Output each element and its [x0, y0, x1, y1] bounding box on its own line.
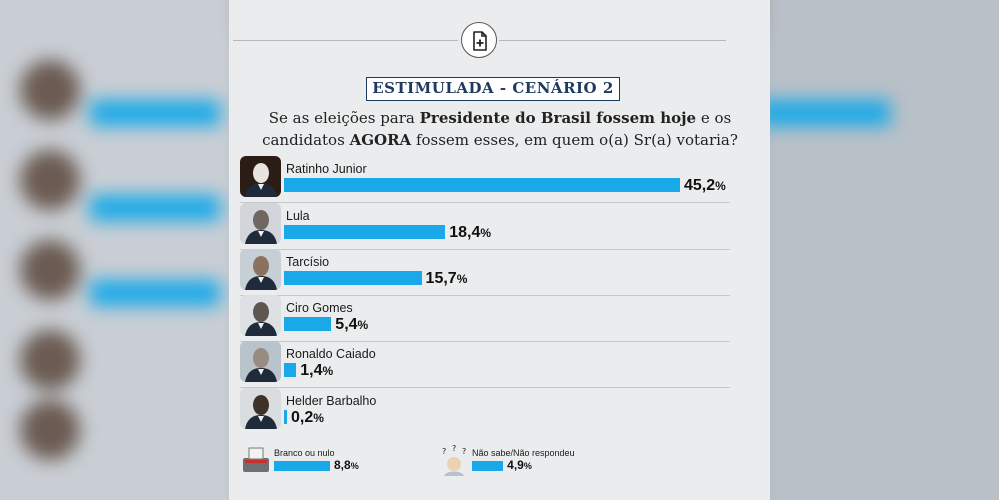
candidate-row: Ronaldo Caiado 1,4% — [0, 341, 999, 388]
candidate-row: Ciro Gomes 5,4% — [0, 295, 999, 342]
other-answer-row: ??? Não sabe/Não respondeu 4,9% — [438, 444, 598, 484]
vote-bar — [284, 410, 287, 424]
candidate-photo — [240, 295, 281, 336]
candidate-name: Ronaldo Caiado — [286, 347, 376, 361]
candidate-photo — [240, 341, 281, 382]
answer-label: Não sabe/Não respondeu — [472, 448, 575, 458]
candidate-row: Ratinho Junior 45,2% — [0, 156, 999, 203]
vote-percentage: 0,2% — [291, 409, 324, 426]
vote-bar — [284, 225, 446, 239]
row-divider — [240, 202, 730, 203]
ballot-box-icon — [240, 444, 272, 476]
vote-bar — [274, 461, 330, 471]
row-divider — [240, 295, 730, 296]
candidate-photo — [240, 388, 281, 429]
survey-question: Se as eleições para Presidente do Brasil… — [262, 109, 738, 149]
candidate-row: Lula 18,4% — [0, 203, 999, 250]
vote-percentage: 18,4% — [449, 224, 492, 241]
vote-bar — [472, 461, 504, 471]
candidate-name: Helder Barbalho — [286, 394, 377, 408]
vote-bar — [284, 363, 297, 377]
divider-right — [499, 40, 726, 41]
answer-label: Branco ou nulo — [274, 448, 335, 458]
candidate-photo — [240, 156, 281, 197]
svg-text:?: ? — [442, 447, 446, 456]
add-document-button[interactable] — [461, 22, 497, 58]
candidate-photo — [240, 249, 281, 290]
candidate-name: Ciro Gomes — [286, 301, 353, 315]
candidate-name: Tarcísio — [286, 255, 330, 269]
other-answer-row: Branco ou nulo 8,8% — [240, 444, 400, 484]
divider-left — [233, 40, 458, 41]
candidate-name: Lula — [286, 209, 310, 223]
add-document-icon — [473, 31, 487, 51]
candidate-photo — [240, 203, 281, 244]
vote-bar — [284, 317, 332, 331]
vote-bar — [284, 271, 422, 285]
candidate-row: Helder Barbalho 0,2% — [0, 388, 999, 434]
question-person-icon: ??? — [438, 444, 470, 476]
candidate-name: Ratinho Junior — [286, 162, 367, 176]
vote-percentage: 5,4% — [335, 316, 369, 333]
row-divider — [240, 341, 730, 342]
svg-text:?: ? — [462, 447, 466, 456]
vote-bar — [284, 178, 680, 192]
svg-text:?: ? — [452, 444, 456, 453]
vote-percentage: 8,8% — [334, 458, 359, 472]
vote-percentage: 1,4% — [300, 362, 334, 379]
vote-percentage: 4,9% — [507, 458, 532, 472]
row-divider — [240, 249, 730, 250]
row-divider — [240, 387, 730, 388]
scenario-label: ESTIMULADA - CENÁRIO 2 — [366, 77, 620, 101]
vote-percentage: 45,2% — [684, 177, 726, 194]
vote-percentage: 15,7% — [425, 270, 468, 287]
candidate-row: Tarcísio 15,7% — [0, 249, 999, 296]
